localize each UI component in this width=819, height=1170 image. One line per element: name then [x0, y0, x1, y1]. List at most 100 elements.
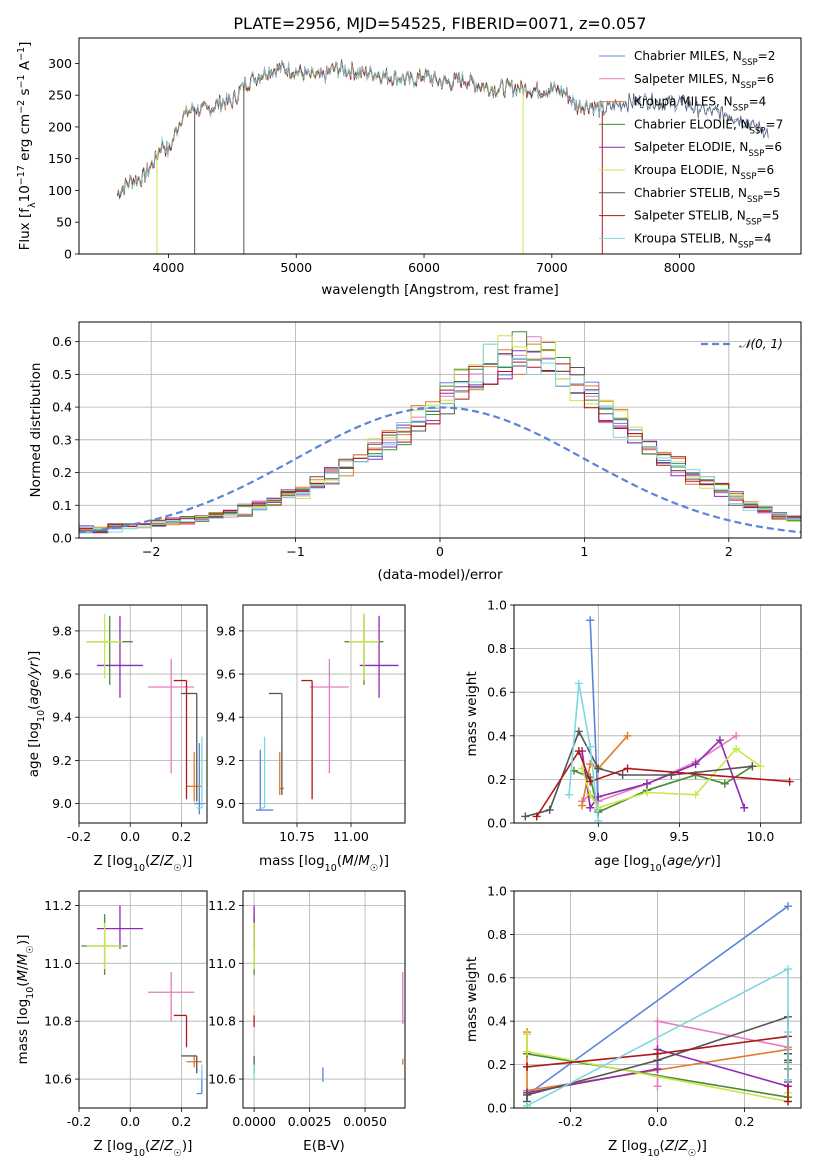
y-tick-label: 0.0 [487, 1101, 507, 1116]
y-tick-label: 9.8 [52, 623, 72, 638]
panel-weight-vs-Z: -0.2 0.0 0.2 0.0 0.2 0.4 0.6 0.8 1.0 Z [log10(Z/Z… [464, 884, 802, 1159]
weight-marker [586, 616, 595, 625]
weight-marker [586, 803, 595, 812]
y-tick-label: 250 [48, 88, 72, 103]
y-tick-label: 0.5 [52, 367, 72, 382]
y-tick-label: 0.6 [487, 685, 507, 700]
panel-weight-vs-age: 9.0 9.5 10.0 0.0 0.2 0.4 0.6 0.8 1.0 age [log10(a… [464, 598, 802, 874]
x-tick-label: 7000 [536, 260, 568, 275]
panel-mass-vs-ebv: 0.0000 0.0025 0.0050 10.6 10.8 11.0 11.2 E(B-V) [208, 890, 406, 1154]
legend-entry: Chabrier ELODIE, NSSP=7 [634, 117, 783, 136]
weight-marker [783, 1097, 792, 1106]
spectrum-line [116, 60, 603, 199]
plot-area [253, 905, 404, 1082]
x-tick-label: 11.00 [333, 829, 369, 844]
x-tick-label: 0.0 [120, 829, 140, 844]
y-axis-label: Flux [fλ10−17 erg cm−2 s−1 A−1] [16, 42, 38, 251]
axes-frame [242, 890, 406, 1109]
weight-marker [748, 762, 757, 771]
legend-entry: Chabrier MILES, NSSP=2 [634, 49, 775, 68]
weight-marker [785, 777, 794, 786]
weight-series [565, 679, 603, 823]
panel-mass-vs-Z: -0.2 0.0 0.2 10.6 10.8 11.0 11.2 Z [log10(Z/Z☉)… [15, 890, 208, 1159]
legend-entry: 𝒩(0, 1) [739, 337, 783, 351]
y-tick-label: 0.2 [487, 1057, 507, 1072]
y-tick-label: 9.0 [216, 796, 236, 811]
weight-marker [574, 747, 583, 756]
legend-entry: Salpeter STELIB, NSSP=5 [634, 209, 779, 228]
x-tick-label: 0.0 [648, 1114, 668, 1129]
weight-marker [653, 1049, 662, 1058]
errorbar-point [181, 692, 198, 802]
plot-area [521, 616, 794, 823]
figure-title: PLATE=2956, MJD=54525, FIBERID=0071, z=0… [233, 14, 646, 33]
panel-age-vs-Z: -0.2 0.0 0.2 9.0 9.2 9.4 9.6 9.8 Z [log10(Z/Z☉)]… [26, 604, 208, 874]
normal-curve [79, 406, 801, 534]
spectrum-line [117, 60, 604, 197]
errorbar-point [181, 1055, 198, 1074]
y-tick-label: 9.4 [52, 710, 72, 725]
axes-frame [78, 890, 208, 1109]
y-tick-label: 50 [56, 215, 72, 230]
errorbar-point [196, 1064, 203, 1080]
errorbar-point [148, 972, 195, 1022]
weight-marker [545, 805, 554, 814]
errorbar-point [268, 692, 283, 795]
plot-area [81, 905, 203, 1095]
weight-marker [732, 731, 741, 740]
weight-marker [578, 801, 587, 810]
weight-marker [586, 777, 595, 786]
weight-marker [574, 679, 583, 688]
y-axis-label: mass [log10(M/M☉)] [15, 935, 36, 1065]
weight-line [589, 620, 600, 810]
y-tick-label: 0.0 [52, 531, 72, 546]
y-tick-label: 1.0 [487, 884, 507, 899]
x-tick-label: -0.2 [67, 1114, 91, 1129]
y-axis-label: mass weight [464, 957, 480, 1042]
x-tick-label: 9.5 [669, 829, 689, 844]
weight-line [581, 735, 737, 803]
y-axis-label: Normed distribution [28, 363, 44, 498]
plot-area [255, 613, 399, 811]
plot-area [523, 902, 792, 1108]
y-tick-label: 9.2 [52, 753, 72, 768]
weight-marker [594, 764, 603, 773]
x-axis-label: (data-model)/error [377, 567, 503, 583]
x-axis-label: age [log10(age/yr)] [594, 853, 720, 874]
weight-series [521, 727, 757, 821]
spectrum-line [117, 61, 603, 198]
legend-entry: Kroupa STELIB, NSSP=4 [634, 231, 772, 250]
errorbar-point [301, 679, 313, 800]
weight-marker [523, 1101, 532, 1108]
weight-series [578, 731, 741, 806]
histogram-step [79, 361, 801, 538]
x-tick-label: 0.2 [735, 1114, 755, 1129]
y-tick-label: 10.8 [44, 1014, 72, 1029]
weight-marker [523, 1047, 532, 1056]
weight-marker [642, 788, 651, 797]
y-tick-label: 0.4 [487, 728, 507, 743]
histogram-step [79, 336, 801, 538]
weight-marker [783, 902, 792, 911]
y-tick-label: 10.8 [208, 1014, 236, 1029]
axes-frame [513, 604, 802, 824]
plot-area [79, 331, 801, 538]
y-axis-label: mass weight [464, 671, 480, 756]
weight-marker [594, 803, 603, 812]
spectrum-line [116, 59, 603, 197]
y-tick-label: 11.2 [208, 898, 236, 913]
panel-spectrum: 4000 5000 6000 7000 8000 0 50 100 150 200 250 300 wa… [16, 37, 802, 298]
y-tick-label: 9.4 [216, 710, 236, 725]
weight-series [532, 747, 794, 821]
errorbar-point [309, 658, 349, 774]
y-tick-label: 9.6 [216, 667, 236, 682]
weight-marker [623, 764, 632, 773]
weight-marker [594, 816, 603, 823]
weight-marker [623, 731, 632, 740]
weight-marker [740, 803, 749, 812]
histogram-step [79, 335, 801, 538]
weight-marker [523, 1062, 532, 1071]
x-tick-label: 6000 [408, 260, 440, 275]
panel-age-vs-mass: 10.75 11.00 9.0 9.2 9.4 9.6 9.8 mass [log10(M/M… [216, 604, 406, 874]
